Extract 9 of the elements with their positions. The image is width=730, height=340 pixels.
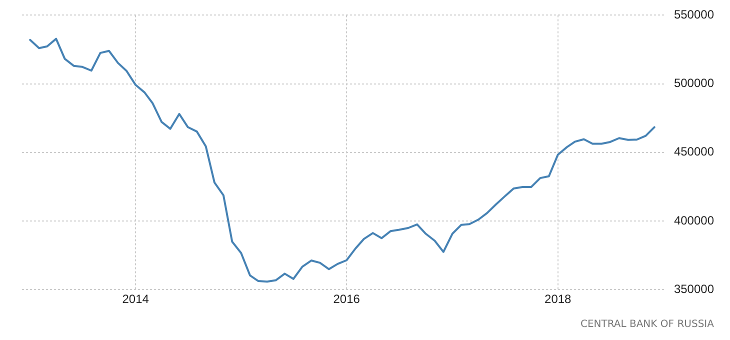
text: CENTRAL BANK OF RUSSIA	[580, 319, 714, 330]
y-tick-label: 450000	[674, 144, 714, 159]
x-tick-label: 2014	[122, 292, 150, 306]
y-tick-label: 350000	[674, 282, 714, 296]
y-tick-label: 550000	[674, 8, 714, 22]
y-tick-label: 500000	[674, 76, 714, 90]
y-tick-label: 400000	[674, 213, 714, 228]
x-tick-label: 2016	[333, 292, 360, 306]
x-tick-label: 2018	[544, 292, 572, 306]
